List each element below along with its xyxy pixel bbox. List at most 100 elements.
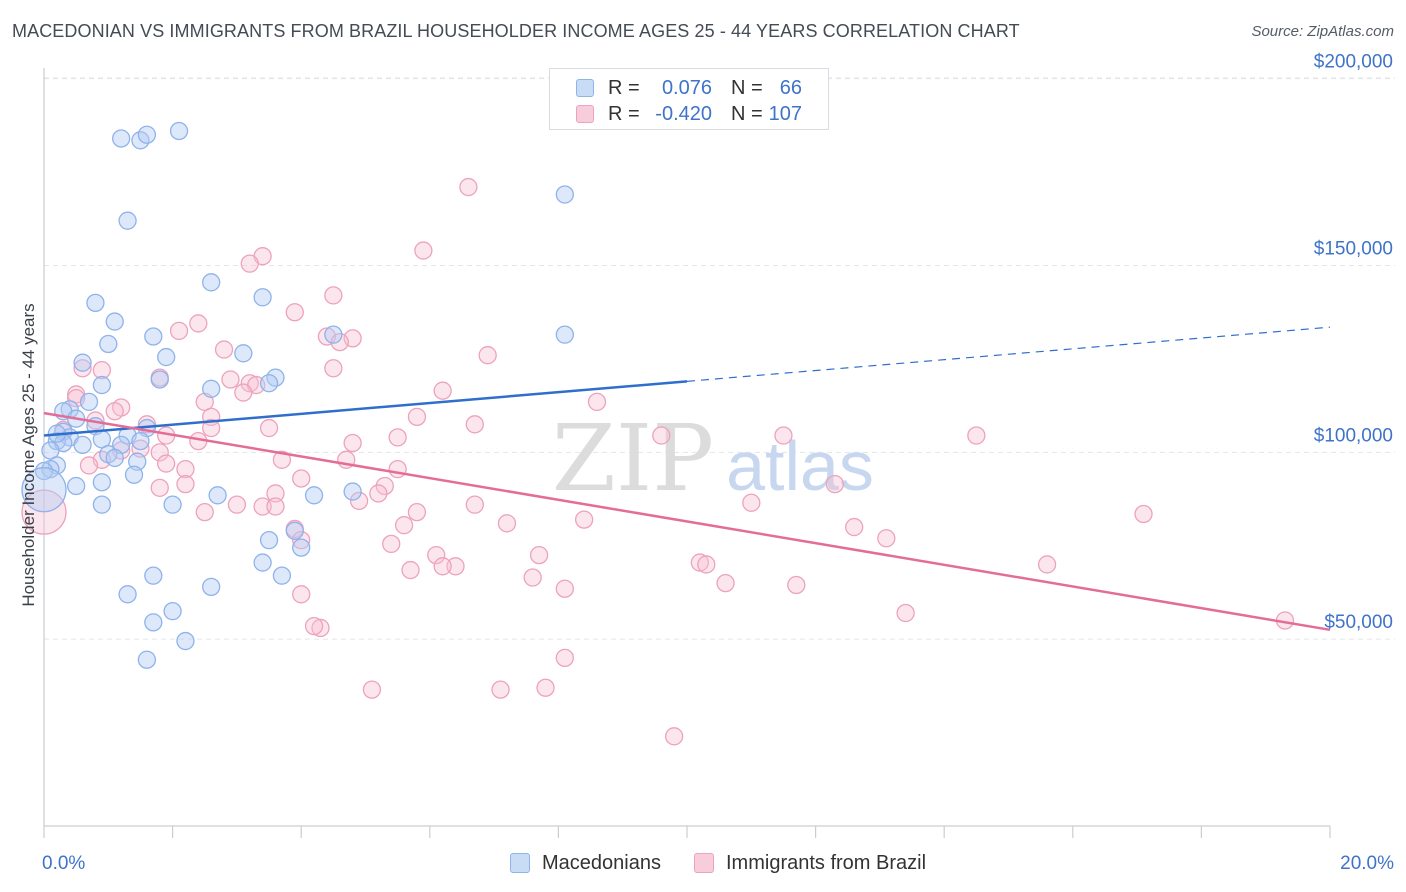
trend-lines (43, 326, 1331, 632)
point-brazil (465, 415, 484, 434)
legend-r-value: -0.420 (655, 103, 712, 125)
point-brazil (394, 516, 414, 535)
point-macedonians (137, 125, 157, 144)
point-macedonians (202, 577, 221, 597)
point-macedonians (99, 334, 118, 354)
point-brazil (555, 579, 574, 598)
point-brazil (652, 426, 671, 445)
point-brazil (1134, 504, 1153, 524)
legend-label-macedonians: Macedonians (542, 852, 661, 874)
point-brazil (221, 370, 240, 389)
trend-line-macedonians (43, 380, 688, 437)
point-macedonians (292, 538, 311, 557)
point-brazil (529, 545, 549, 565)
point-brazil (176, 460, 195, 479)
legend-r-value: 0.076 (661, 77, 712, 99)
point-macedonians (92, 495, 112, 514)
point-macedonians (105, 448, 124, 468)
point-macedonians (555, 325, 574, 344)
y-tick-label: $100,000 (1314, 425, 1393, 446)
point-macedonians (150, 370, 169, 389)
point-brazil (214, 340, 234, 359)
point-brazil (79, 456, 99, 475)
source-label: Source: ZipAtlas.com (1251, 23, 1394, 40)
point-brazil (266, 497, 285, 516)
point-macedonians (112, 129, 131, 148)
point-brazil (150, 478, 169, 497)
point-macedonians (137, 650, 157, 669)
point-brazil (292, 585, 311, 604)
point-brazil (240, 374, 259, 393)
point-brazil (227, 495, 247, 514)
point-macedonians (157, 347, 176, 367)
point-macedonians (118, 211, 137, 230)
point-brazil (716, 573, 735, 593)
tick-labels: $50,000 $100,000 $150,000 $200,000 0.0% 20.0% (42, 52, 1394, 874)
trend-line-macedonians-projection (686, 326, 1331, 382)
point-macedonians (47, 431, 67, 451)
point-brazil (362, 680, 382, 699)
point-brazil (877, 529, 896, 548)
point-brazil (292, 531, 311, 550)
legend-n-value: 66 (779, 77, 802, 99)
point-brazil (73, 359, 92, 378)
point-macedonians (21, 467, 67, 513)
point-brazil (189, 314, 208, 333)
point-brazil (234, 383, 253, 402)
axes (43, 68, 1331, 838)
point-brazil (664, 727, 684, 746)
point-brazil (459, 177, 478, 197)
point-brazil (433, 557, 452, 576)
point-macedonians (202, 379, 221, 398)
point-brazil (157, 454, 176, 473)
trend-line-brazil (43, 411, 1331, 632)
point-brazil (536, 678, 555, 697)
legend-swatch-macedonians (576, 79, 594, 97)
point-macedonians (259, 531, 279, 550)
watermark: ZIP atlas (552, 405, 874, 512)
x-tick-label: 20.0% (1340, 853, 1394, 874)
point-macedonians (73, 353, 92, 372)
point-macedonians (208, 486, 227, 505)
y-axis-label: Householder Income Ages 25 - 44 years (19, 303, 38, 606)
correlation-legend: R = 0.076 N = 66 R = -0.420 N = 107 (549, 68, 829, 130)
point-brazil (491, 680, 510, 699)
point-macedonians (34, 461, 54, 481)
legend-swatch-macedonians (510, 853, 530, 873)
point-macedonians (253, 288, 272, 307)
point-brazil (105, 402, 124, 421)
point-brazil (787, 575, 806, 595)
point-brazil (523, 568, 542, 587)
legend-label-brazil: Immigrants from Brazil (726, 852, 927, 874)
point-brazil (150, 443, 169, 462)
watermark-atlas: atlas (726, 427, 874, 505)
point-macedonians (92, 473, 112, 492)
point-brazil (825, 474, 845, 494)
point-brazil (375, 476, 394, 496)
point-macedonians (234, 344, 253, 363)
point-brazil (967, 426, 986, 445)
point-brazil (401, 560, 420, 580)
point-brazil (324, 286, 343, 305)
point-brazil (240, 254, 259, 273)
point-macedonians (304, 486, 324, 505)
point-brazil (369, 484, 388, 503)
point-brazil (388, 428, 407, 447)
legend-swatch-brazil (576, 105, 594, 123)
point-brazil (690, 553, 710, 572)
point-brazil (433, 381, 452, 400)
point-brazil (446, 557, 465, 576)
point-macedonians (176, 631, 195, 651)
y-tick-label: $150,000 (1314, 239, 1393, 260)
y-tick-label: $200,000 (1314, 52, 1393, 73)
point-macedonians (79, 392, 99, 412)
point-brazil (272, 450, 292, 469)
point-brazil (774, 426, 793, 445)
point-brazil (407, 407, 427, 426)
point-brazil (169, 321, 189, 341)
point-macedonians (202, 273, 221, 292)
point-macedonians (86, 293, 105, 313)
chart-title: MACEDONIAN VS IMMIGRANTS FROM BRAZIL HOU… (12, 21, 1020, 41)
point-brazil (343, 433, 362, 453)
point-macedonians (324, 325, 343, 344)
